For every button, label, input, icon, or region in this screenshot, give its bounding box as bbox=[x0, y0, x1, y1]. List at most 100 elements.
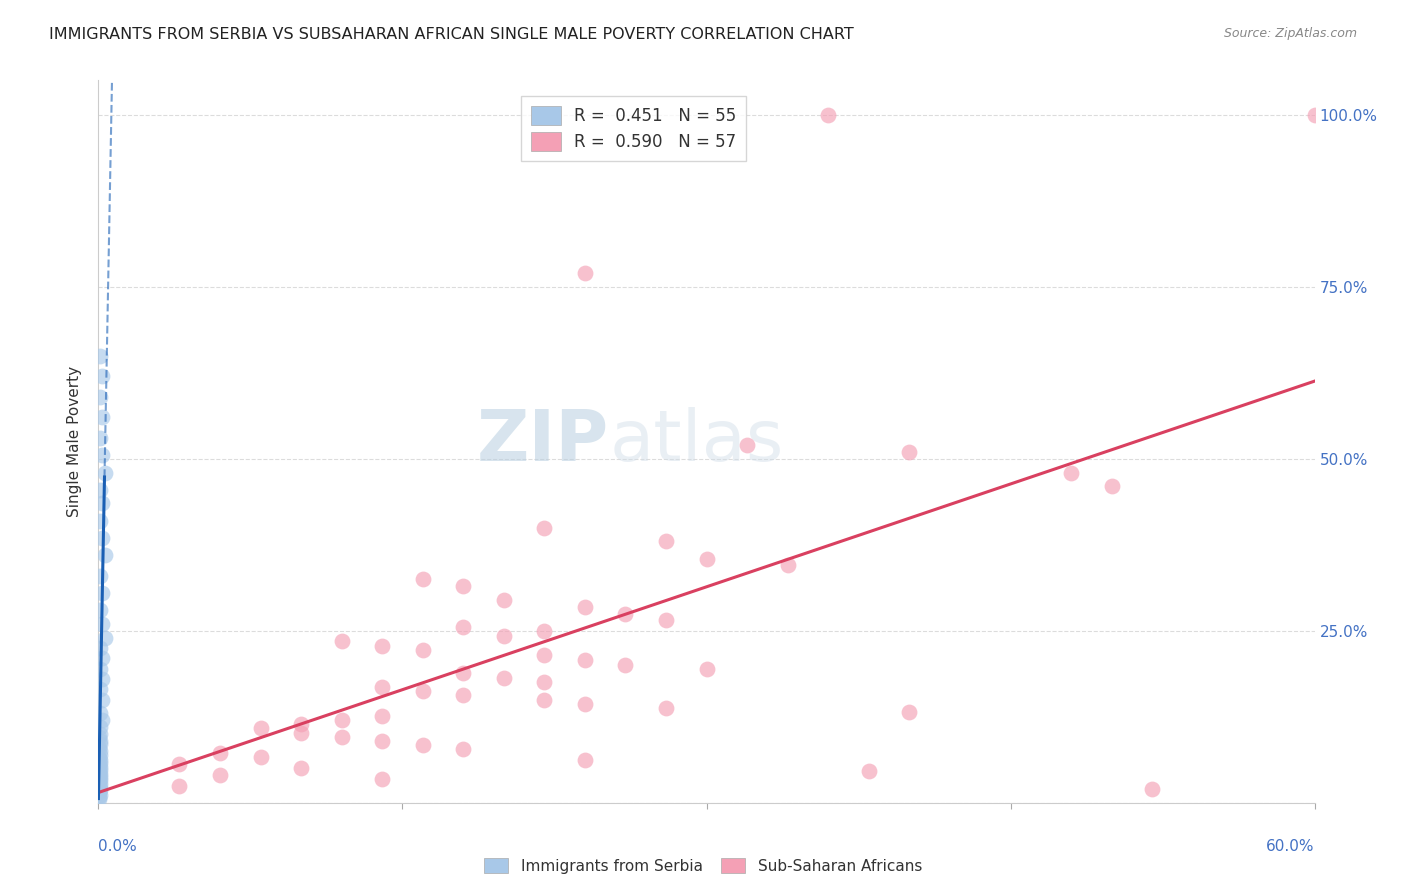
Point bbox=[89, 744, 111, 758]
Point bbox=[858, 764, 880, 779]
Point bbox=[93, 631, 115, 645]
Point bbox=[89, 640, 111, 655]
Point bbox=[412, 738, 434, 752]
Point bbox=[453, 579, 475, 593]
Point bbox=[453, 742, 475, 756]
Point bbox=[898, 705, 921, 719]
Point bbox=[290, 725, 312, 739]
Point bbox=[453, 620, 475, 634]
Point bbox=[91, 692, 114, 706]
Point bbox=[89, 390, 111, 404]
Point bbox=[89, 662, 111, 676]
Point bbox=[89, 483, 111, 497]
Point bbox=[655, 614, 678, 628]
Point bbox=[453, 689, 475, 703]
Point bbox=[89, 773, 111, 788]
Point bbox=[89, 514, 111, 528]
Point bbox=[290, 761, 312, 775]
Point bbox=[614, 607, 637, 621]
Point bbox=[91, 713, 114, 727]
Point bbox=[169, 757, 191, 772]
Point bbox=[89, 785, 111, 799]
Point bbox=[89, 792, 111, 806]
Point bbox=[533, 648, 555, 662]
Point bbox=[89, 764, 111, 779]
Point bbox=[89, 783, 111, 797]
Point bbox=[371, 734, 394, 748]
Legend: R =  0.451   N = 55, R =  0.590   N = 57: R = 0.451 N = 55, R = 0.590 N = 57 bbox=[520, 95, 747, 161]
Point bbox=[91, 586, 114, 600]
Point bbox=[89, 782, 111, 797]
Text: ZIP: ZIP bbox=[477, 407, 609, 476]
Point bbox=[1060, 466, 1083, 480]
Point bbox=[898, 445, 921, 459]
Point bbox=[371, 639, 394, 653]
Point bbox=[89, 772, 111, 786]
Text: Source: ZipAtlas.com: Source: ZipAtlas.com bbox=[1223, 27, 1357, 40]
Point bbox=[696, 662, 718, 676]
Point bbox=[89, 776, 111, 790]
Point bbox=[89, 740, 111, 755]
Point bbox=[89, 727, 111, 741]
Point bbox=[330, 730, 353, 744]
Point bbox=[249, 750, 271, 764]
Point bbox=[89, 568, 111, 582]
Point bbox=[89, 758, 111, 772]
Point bbox=[574, 599, 596, 614]
Point bbox=[655, 534, 678, 549]
Point bbox=[89, 720, 111, 734]
Point bbox=[209, 768, 232, 782]
Point bbox=[89, 790, 111, 805]
Point bbox=[533, 692, 555, 706]
Point bbox=[492, 671, 515, 685]
Point bbox=[412, 684, 434, 698]
Point bbox=[91, 531, 114, 545]
Point bbox=[533, 624, 555, 638]
Point bbox=[91, 616, 114, 631]
Point bbox=[89, 767, 111, 781]
Legend: Immigrants from Serbia, Sub-Saharan Africans: Immigrants from Serbia, Sub-Saharan Afri… bbox=[478, 852, 928, 880]
Point bbox=[453, 666, 475, 681]
Point bbox=[89, 753, 111, 767]
Point bbox=[89, 682, 111, 697]
Point bbox=[371, 772, 394, 787]
Point bbox=[93, 466, 115, 480]
Point bbox=[91, 672, 114, 686]
Point bbox=[89, 706, 111, 721]
Point bbox=[89, 768, 111, 782]
Point bbox=[91, 448, 114, 462]
Point bbox=[89, 751, 111, 765]
Point bbox=[89, 349, 111, 363]
Point bbox=[89, 788, 111, 802]
Point bbox=[371, 680, 394, 694]
Point bbox=[574, 653, 596, 667]
Point bbox=[89, 734, 111, 748]
Point bbox=[91, 369, 114, 384]
Point bbox=[533, 520, 555, 534]
Point bbox=[412, 572, 434, 586]
Point bbox=[614, 658, 637, 673]
Point bbox=[776, 558, 799, 573]
Point bbox=[209, 746, 232, 760]
Point bbox=[817, 108, 839, 122]
Point bbox=[330, 713, 353, 727]
Point bbox=[574, 753, 596, 767]
Y-axis label: Single Male Poverty: Single Male Poverty bbox=[67, 366, 83, 517]
Point bbox=[412, 643, 434, 657]
Point bbox=[89, 603, 111, 617]
Point bbox=[89, 731, 111, 745]
Point bbox=[1142, 782, 1164, 797]
Point bbox=[89, 737, 111, 751]
Point bbox=[735, 438, 758, 452]
Point bbox=[1303, 108, 1326, 122]
Text: 60.0%: 60.0% bbox=[1267, 838, 1315, 854]
Point bbox=[574, 266, 596, 280]
Point bbox=[371, 709, 394, 723]
Point bbox=[492, 592, 515, 607]
Point bbox=[93, 548, 115, 562]
Point bbox=[89, 763, 111, 777]
Point bbox=[290, 717, 312, 731]
Point bbox=[696, 551, 718, 566]
Point bbox=[655, 701, 678, 715]
Point bbox=[89, 780, 111, 795]
